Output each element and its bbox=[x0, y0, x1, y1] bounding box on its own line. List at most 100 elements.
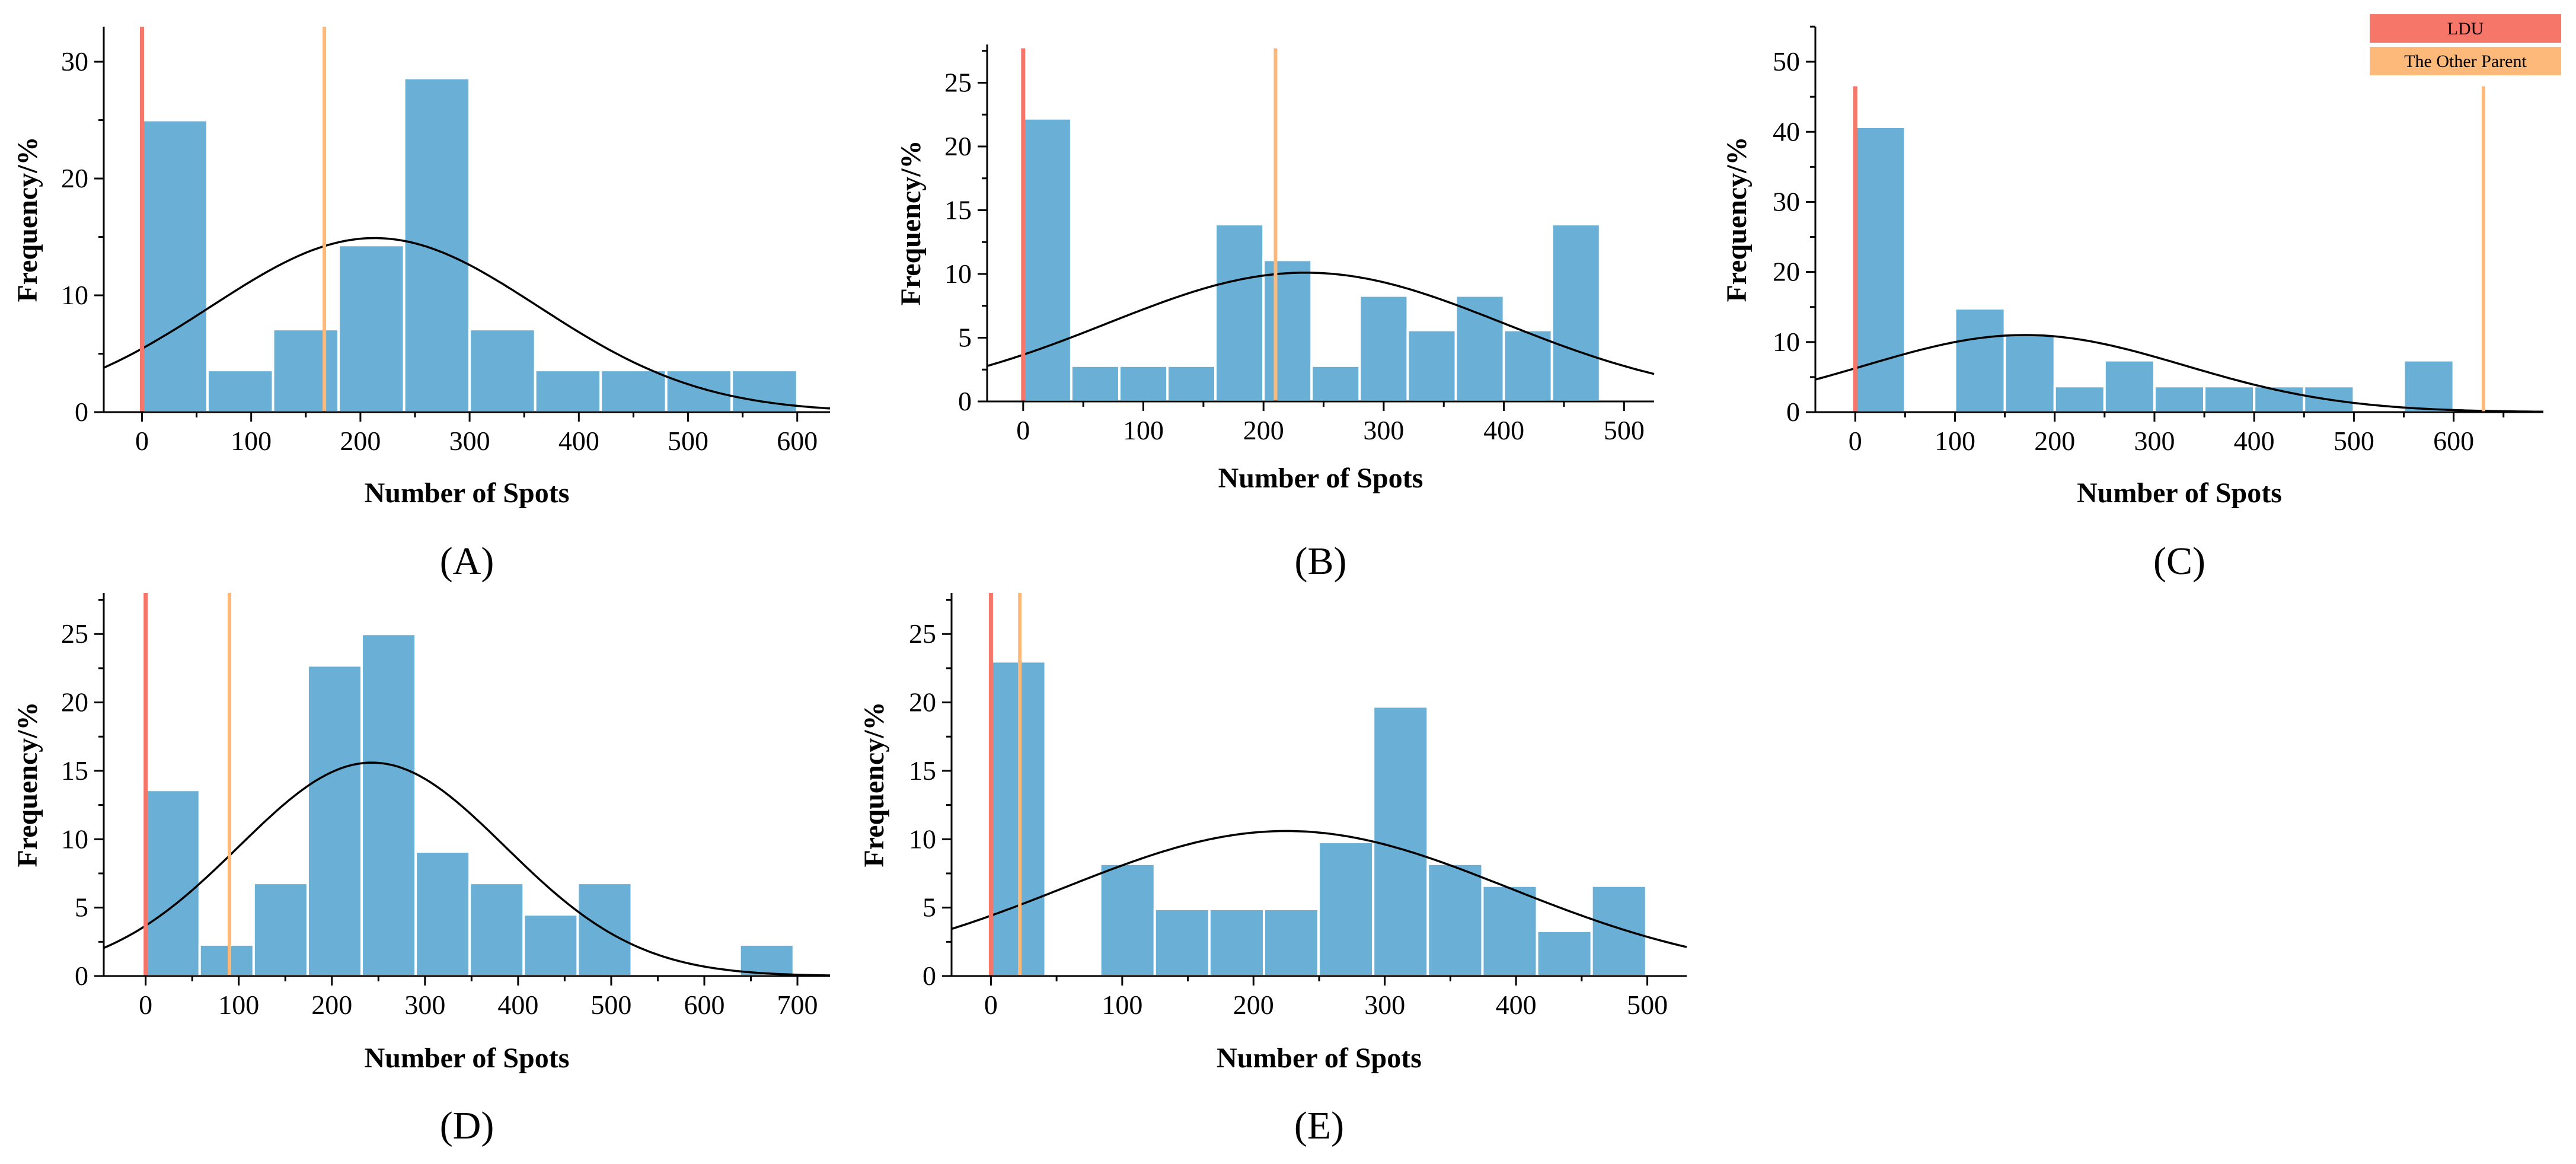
y-tick-label: 50 bbox=[1773, 46, 1800, 76]
histogram-bar bbox=[1118, 364, 1169, 403]
y-tick-label: 0 bbox=[922, 961, 936, 991]
histogram-bar bbox=[534, 369, 602, 413]
x-tick-label: 200 bbox=[1233, 990, 1274, 1020]
histogram-bar bbox=[337, 244, 406, 413]
histogram-bar bbox=[1426, 862, 1484, 978]
histogram-bar bbox=[2003, 333, 2056, 413]
panel-label: (B) bbox=[1295, 540, 1347, 583]
y-tick-label: 5 bbox=[958, 323, 972, 353]
x-tick-label: 100 bbox=[218, 990, 259, 1020]
histogram-bar bbox=[1481, 884, 1538, 977]
histogram-bar bbox=[2153, 385, 2206, 413]
x-tick-label: 200 bbox=[2034, 426, 2075, 456]
x-tick-label: 500 bbox=[590, 990, 631, 1020]
y-tick-label: 10 bbox=[944, 259, 972, 289]
histogram-bar bbox=[2103, 359, 2156, 414]
histogram-bar bbox=[1372, 705, 1429, 977]
y-tick-label: 15 bbox=[944, 195, 972, 225]
legend-swatch bbox=[2370, 47, 2561, 75]
histogram-bar bbox=[1317, 840, 1375, 978]
histogram-bar bbox=[1358, 294, 1409, 403]
y-tick-label: 20 bbox=[1773, 257, 1800, 287]
x-tick-label: 200 bbox=[1243, 415, 1284, 445]
histogram-bar bbox=[252, 882, 309, 977]
x-tick-label: 400 bbox=[1483, 415, 1524, 445]
x-axis-title: Number of Spots bbox=[365, 477, 570, 509]
histogram-bar bbox=[141, 119, 209, 414]
histogram-bar bbox=[144, 789, 201, 977]
y-tick-label: 10 bbox=[61, 824, 88, 854]
x-tick-label: 300 bbox=[449, 426, 490, 456]
y-tick-label: 20 bbox=[944, 131, 972, 161]
x-tick-label: 0 bbox=[1849, 426, 1862, 456]
x-tick-label: 0 bbox=[139, 990, 152, 1020]
panel-label: (C) bbox=[2153, 540, 2205, 583]
y-axis-title: Frequency/% bbox=[12, 701, 43, 867]
x-axis-title: Number of Spots bbox=[1217, 1042, 1422, 1074]
x-tick-label: 600 bbox=[777, 426, 818, 456]
histogram-bar bbox=[738, 943, 795, 977]
x-axis-title: Number of Spots bbox=[2077, 477, 2282, 509]
histogram-bar bbox=[665, 369, 733, 413]
x-tick-label: 100 bbox=[1123, 415, 1164, 445]
histogram-bar bbox=[1263, 907, 1320, 977]
histogram-bar bbox=[1166, 364, 1217, 403]
y-axis-title: Frequency/% bbox=[895, 140, 927, 305]
y-tick-label: 25 bbox=[909, 618, 936, 649]
chart-panel: 0 5 10 15 20 25 0 100 200 300 400 500 Number of Spot… bbox=[858, 593, 1687, 1147]
x-tick-label: 300 bbox=[404, 990, 445, 1020]
legend-label: LDU bbox=[2447, 19, 2484, 39]
x-tick-label: 500 bbox=[1627, 990, 1668, 1020]
histogram-bar bbox=[1022, 117, 1072, 403]
legend-label: The Other Parent bbox=[2404, 52, 2527, 71]
x-tick-label: 200 bbox=[340, 426, 381, 456]
y-tick-label: 10 bbox=[1773, 327, 1800, 357]
x-tick-label: 600 bbox=[2433, 426, 2474, 456]
y-axis-title: Frequency/% bbox=[858, 701, 890, 867]
x-tick-label: 0 bbox=[135, 426, 149, 456]
x-axis-title: Number of Spots bbox=[1218, 463, 1423, 494]
histogram-bar bbox=[2053, 385, 2106, 413]
histogram-bar bbox=[1502, 329, 1553, 403]
histogram-bar bbox=[522, 913, 579, 978]
histogram-bar bbox=[403, 76, 471, 413]
y-tick-label: 15 bbox=[61, 755, 88, 786]
x-tick-label: 400 bbox=[558, 426, 599, 456]
x-tick-label: 400 bbox=[1496, 990, 1537, 1020]
y-tick-label: 10 bbox=[61, 280, 88, 310]
x-tick-label: 100 bbox=[1935, 426, 1975, 456]
y-axis-title: Frequency/% bbox=[1721, 136, 1753, 302]
histogram-bar bbox=[306, 664, 363, 977]
histogram-bar bbox=[2402, 359, 2455, 414]
y-tick-label: 5 bbox=[75, 892, 88, 923]
panel-label: (D) bbox=[440, 1104, 494, 1147]
y-tick-label: 25 bbox=[944, 68, 972, 98]
normal-curve bbox=[951, 830, 1687, 948]
histogram-bar bbox=[272, 328, 340, 413]
y-tick-label: 30 bbox=[1773, 186, 1800, 216]
y-tick-label: 15 bbox=[909, 755, 936, 786]
histogram-bar bbox=[1099, 862, 1156, 978]
histogram-bar bbox=[1536, 929, 1593, 977]
histogram-bar bbox=[198, 943, 255, 977]
legend-swatch bbox=[2370, 14, 2561, 43]
histogram-bar bbox=[1208, 907, 1266, 977]
x-tick-label: 0 bbox=[1016, 415, 1030, 445]
histogram-bar bbox=[360, 633, 417, 977]
x-axis-title: Number of Spots bbox=[365, 1042, 570, 1074]
x-tick-label: 300 bbox=[1364, 990, 1405, 1020]
normal-curve bbox=[1815, 334, 2543, 413]
panel-label: (A) bbox=[440, 540, 494, 583]
histogram-bar bbox=[468, 328, 537, 413]
x-tick-label: 600 bbox=[684, 990, 724, 1020]
histogram-bar bbox=[1153, 907, 1211, 977]
x-tick-label: 100 bbox=[1102, 990, 1142, 1020]
x-tick-label: 200 bbox=[311, 990, 352, 1020]
histogram-bar bbox=[1550, 223, 1601, 403]
x-tick-label: 500 bbox=[2334, 426, 2374, 456]
histogram-bar bbox=[1854, 126, 1907, 413]
y-tick-label: 0 bbox=[75, 961, 88, 991]
x-tick-label: 500 bbox=[668, 426, 708, 456]
y-axis-title: Frequency/% bbox=[12, 136, 43, 302]
y-tick-label: 20 bbox=[61, 163, 88, 193]
